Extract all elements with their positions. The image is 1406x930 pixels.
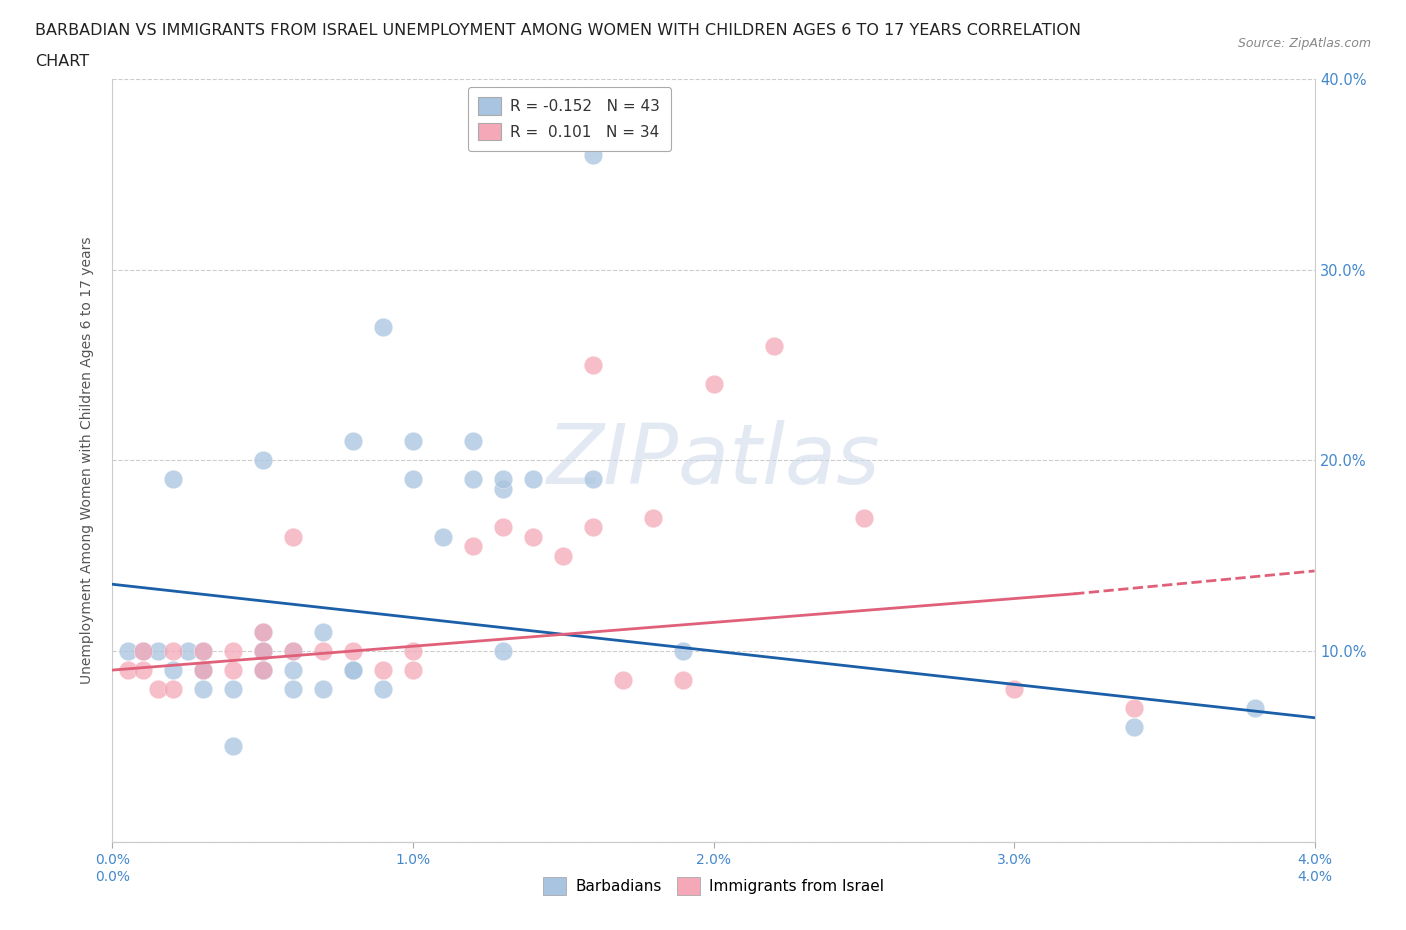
- Point: [402, 663, 425, 678]
- Point: [191, 663, 214, 678]
- Point: [492, 472, 515, 487]
- Point: [252, 663, 274, 678]
- Point: [162, 663, 184, 678]
- Point: [222, 663, 245, 678]
- Point: [131, 644, 153, 658]
- Point: [162, 682, 184, 697]
- Point: [281, 663, 304, 678]
- Point: [762, 339, 785, 353]
- Point: [852, 511, 875, 525]
- Text: BARBADIAN VS IMMIGRANTS FROM ISRAEL UNEMPLOYMENT AMONG WOMEN WITH CHILDREN AGES : BARBADIAN VS IMMIGRANTS FROM ISRAEL UNEM…: [35, 23, 1081, 38]
- Point: [191, 644, 214, 658]
- Point: [312, 625, 335, 640]
- Point: [252, 644, 274, 658]
- Point: [342, 434, 364, 449]
- Point: [461, 472, 484, 487]
- Point: [117, 663, 139, 678]
- Point: [176, 644, 198, 658]
- Point: [1123, 720, 1146, 735]
- Point: [281, 682, 304, 697]
- Point: [162, 472, 184, 487]
- Point: [117, 644, 139, 658]
- Text: ZIPatlas: ZIPatlas: [547, 419, 880, 501]
- Point: [582, 358, 605, 373]
- Point: [252, 453, 274, 468]
- Point: [252, 625, 274, 640]
- Point: [582, 472, 605, 487]
- Point: [492, 644, 515, 658]
- Point: [252, 625, 274, 640]
- Point: [252, 644, 274, 658]
- Legend: Barbadians, Immigrants from Israel: Barbadians, Immigrants from Israel: [536, 870, 891, 903]
- Point: [146, 682, 169, 697]
- Point: [191, 663, 214, 678]
- Point: [461, 538, 484, 553]
- Text: Source: ZipAtlas.com: Source: ZipAtlas.com: [1237, 37, 1371, 50]
- Point: [643, 511, 665, 525]
- Point: [371, 682, 394, 697]
- Point: [131, 663, 153, 678]
- Point: [402, 434, 425, 449]
- Text: 0.0%: 0.0%: [96, 870, 129, 884]
- Point: [1243, 701, 1265, 716]
- Point: [252, 644, 274, 658]
- Point: [371, 320, 394, 335]
- Point: [146, 644, 169, 658]
- Point: [672, 672, 695, 687]
- Point: [582, 520, 605, 535]
- Point: [191, 663, 214, 678]
- Point: [522, 472, 544, 487]
- Point: [342, 663, 364, 678]
- Point: [672, 644, 695, 658]
- Point: [612, 672, 634, 687]
- Point: [252, 663, 274, 678]
- Point: [702, 377, 725, 392]
- Point: [1002, 682, 1025, 697]
- Point: [553, 549, 575, 564]
- Point: [281, 529, 304, 544]
- Point: [131, 644, 153, 658]
- Point: [222, 738, 245, 753]
- Point: [522, 529, 544, 544]
- Text: CHART: CHART: [35, 54, 89, 69]
- Point: [582, 148, 605, 163]
- Point: [461, 434, 484, 449]
- Point: [492, 482, 515, 497]
- Point: [252, 644, 274, 658]
- Point: [191, 682, 214, 697]
- Point: [402, 644, 425, 658]
- Point: [252, 663, 274, 678]
- Point: [342, 663, 364, 678]
- Point: [191, 644, 214, 658]
- Y-axis label: Unemployment Among Women with Children Ages 6 to 17 years: Unemployment Among Women with Children A…: [80, 236, 94, 684]
- Point: [222, 682, 245, 697]
- Point: [312, 682, 335, 697]
- Point: [1123, 701, 1146, 716]
- Point: [432, 529, 454, 544]
- Point: [371, 663, 394, 678]
- Point: [312, 644, 335, 658]
- Point: [492, 520, 515, 535]
- Point: [281, 644, 304, 658]
- Point: [402, 472, 425, 487]
- Text: 4.0%: 4.0%: [1298, 870, 1331, 884]
- Point: [342, 644, 364, 658]
- Point: [281, 644, 304, 658]
- Point: [222, 644, 245, 658]
- Point: [162, 644, 184, 658]
